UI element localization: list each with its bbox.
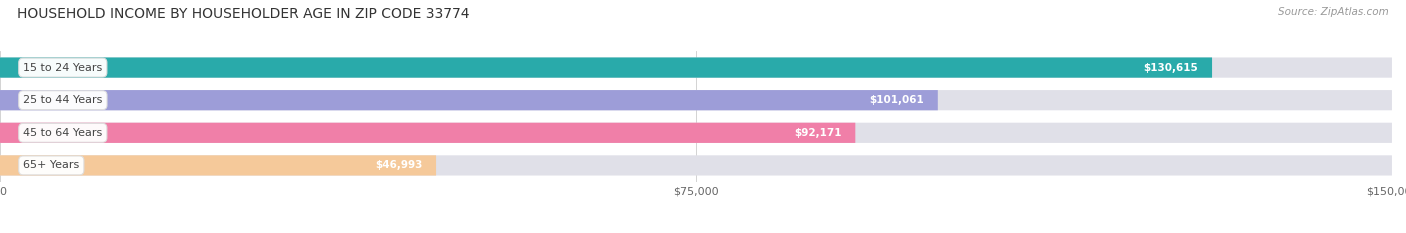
Text: $46,993: $46,993 bbox=[375, 161, 422, 170]
Text: $101,061: $101,061 bbox=[869, 95, 924, 105]
FancyBboxPatch shape bbox=[0, 58, 1212, 78]
Text: $92,171: $92,171 bbox=[794, 128, 841, 138]
Text: 25 to 44 Years: 25 to 44 Years bbox=[22, 95, 103, 105]
Text: HOUSEHOLD INCOME BY HOUSEHOLDER AGE IN ZIP CODE 33774: HOUSEHOLD INCOME BY HOUSEHOLDER AGE IN Z… bbox=[17, 7, 470, 21]
Text: $130,615: $130,615 bbox=[1143, 63, 1198, 72]
Text: 15 to 24 Years: 15 to 24 Years bbox=[22, 63, 103, 72]
FancyBboxPatch shape bbox=[0, 155, 436, 175]
FancyBboxPatch shape bbox=[0, 58, 1392, 78]
FancyBboxPatch shape bbox=[0, 123, 855, 143]
FancyBboxPatch shape bbox=[0, 90, 1392, 110]
Text: 65+ Years: 65+ Years bbox=[22, 161, 80, 170]
FancyBboxPatch shape bbox=[0, 123, 1392, 143]
FancyBboxPatch shape bbox=[0, 155, 1392, 175]
FancyBboxPatch shape bbox=[0, 90, 938, 110]
Text: Source: ZipAtlas.com: Source: ZipAtlas.com bbox=[1278, 7, 1389, 17]
Text: 45 to 64 Years: 45 to 64 Years bbox=[22, 128, 103, 138]
